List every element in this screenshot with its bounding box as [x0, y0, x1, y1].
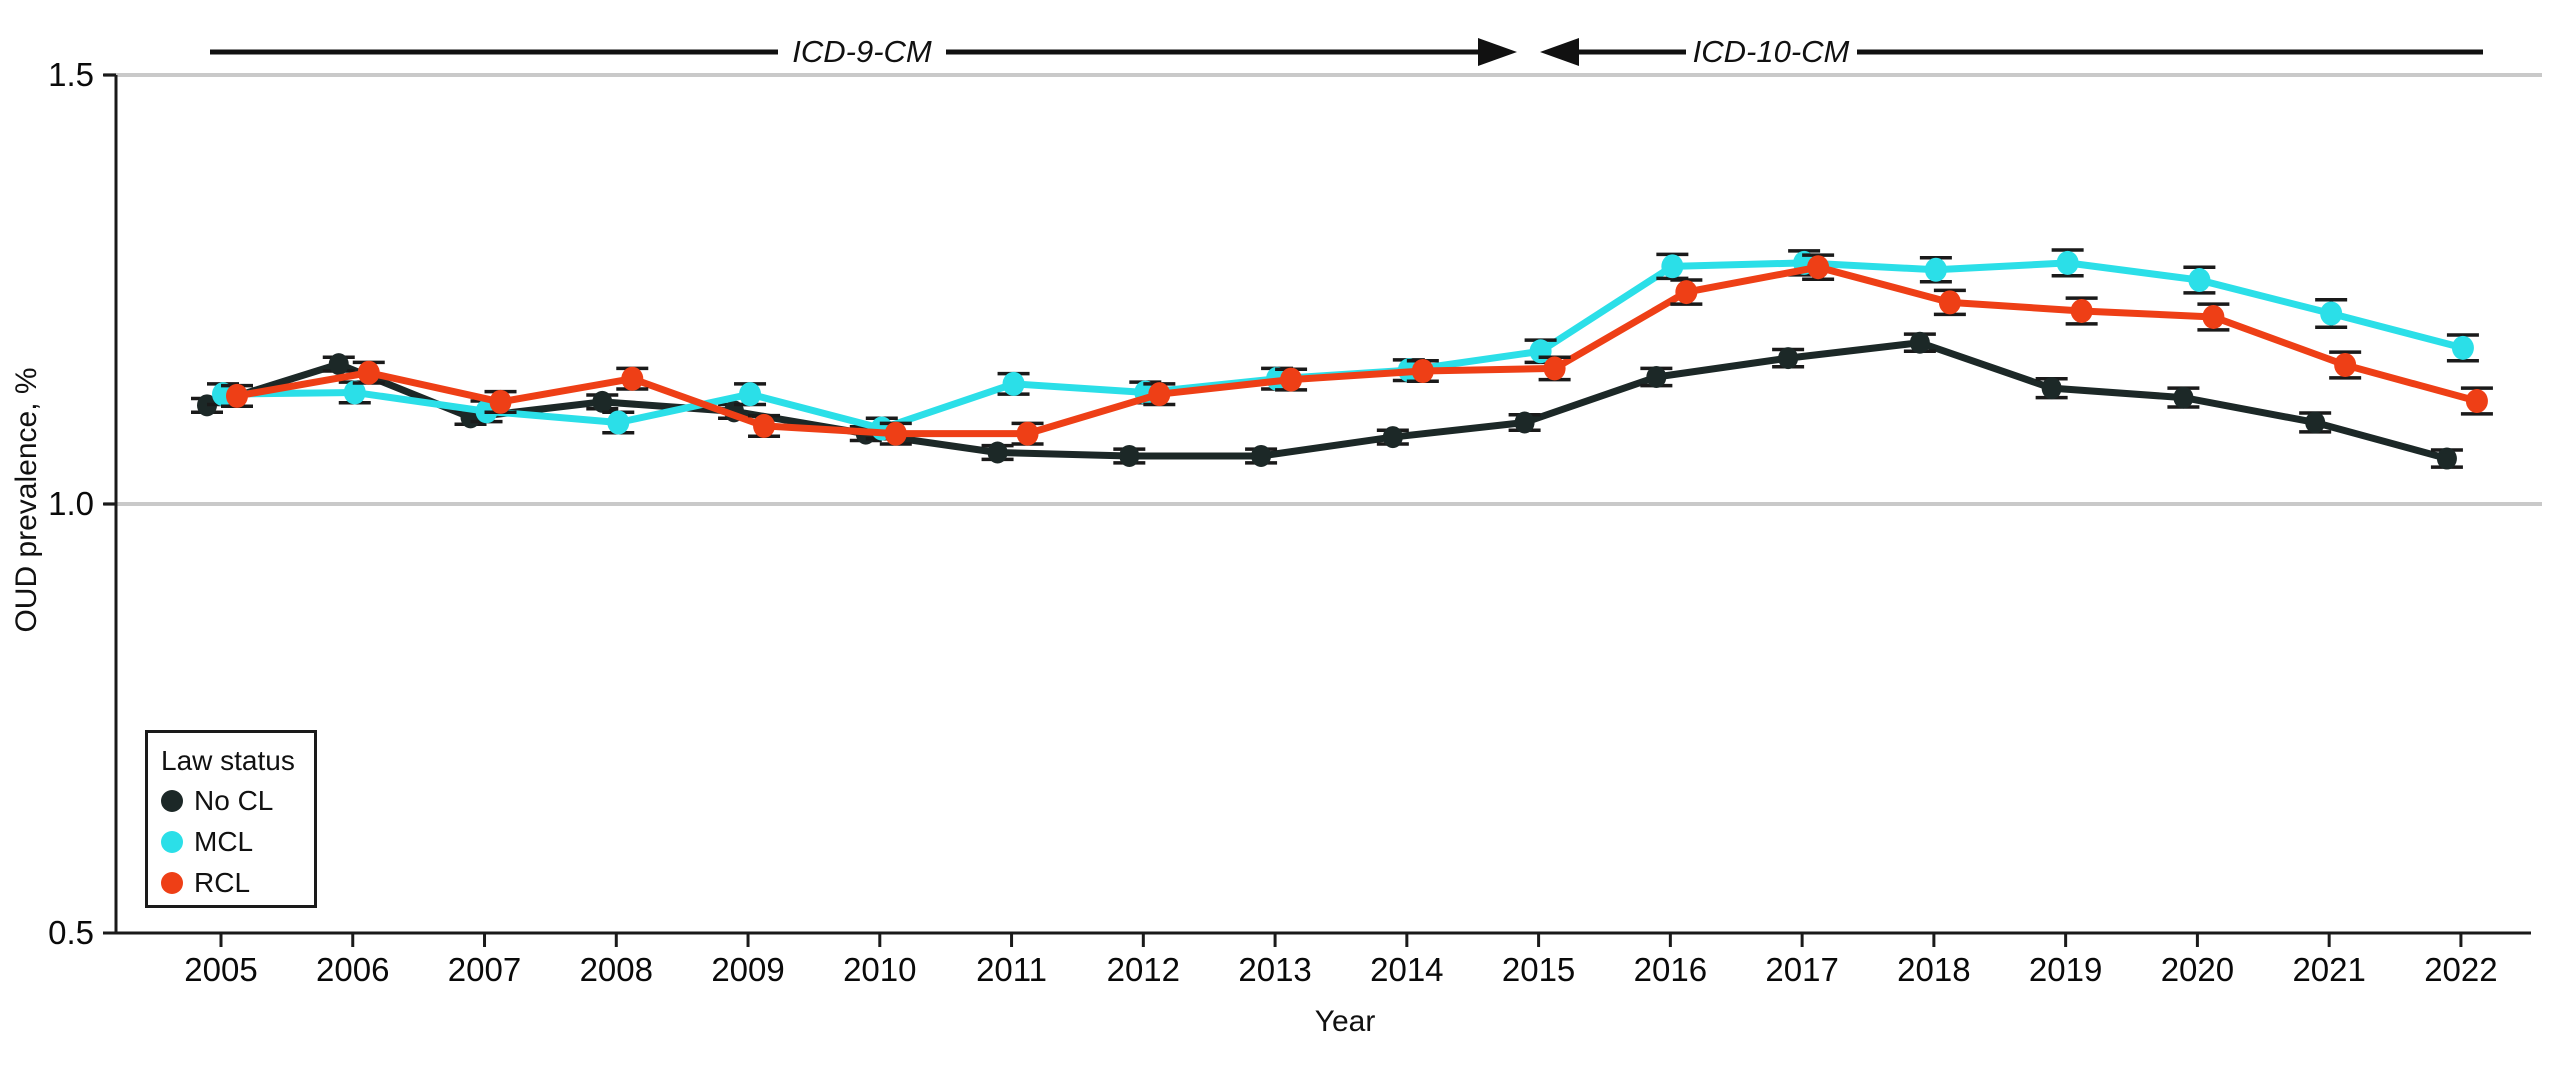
data-point-rcl-2012 [1148, 382, 1171, 407]
legend-marker-no-cl-icon [161, 790, 183, 812]
data-point-rcl-2010 [884, 421, 907, 446]
x-tick-label: 2006 [316, 951, 389, 988]
x-tick-label: 2007 [448, 951, 521, 988]
data-point-mcl-2008 [607, 410, 630, 435]
data-point-rcl-2022 [2465, 389, 2488, 414]
legend-item-mcl: MCL [161, 826, 314, 858]
x-tick-label: 2008 [580, 951, 653, 988]
data-point-rcl-2015 [1543, 356, 1566, 381]
data-point-no-cl-2019 [2041, 377, 2062, 400]
data-point-no-cl-2011 [987, 441, 1008, 464]
legend-label-no-cl: No CL [194, 785, 274, 816]
data-point-no-cl-2013 [1251, 444, 1272, 467]
data-point-no-cl-2017 [1778, 347, 1799, 370]
data-point-rcl-2008 [621, 366, 644, 391]
icd9-era-label: ICD-9-CM [792, 34, 932, 69]
x-tick-label: 2019 [2029, 951, 2102, 988]
y-tick-label: 1.5 [48, 56, 94, 93]
data-point-rcl-2021 [2334, 353, 2357, 378]
data-point-no-cl-2015 [1514, 411, 1535, 434]
x-tick-label: 2014 [1370, 951, 1443, 988]
y-tick-label: 0.5 [48, 914, 94, 951]
legend-label-rcl: RCL [194, 867, 251, 898]
data-point-rcl-2013 [1280, 367, 1303, 392]
data-point-no-cl-2022 [2436, 447, 2457, 470]
data-point-mcl-2006 [343, 380, 366, 405]
data-point-no-cl-2006 [328, 353, 349, 376]
y-axis-title: OUD prevalence, % [10, 367, 43, 633]
x-tick-label: 2021 [2292, 951, 2365, 988]
x-tick-label: 2009 [711, 951, 784, 988]
data-point-rcl-2006 [357, 360, 380, 385]
data-point-mcl-2022 [2451, 335, 2474, 360]
data-point-rcl-2018 [1938, 290, 1961, 315]
series-line-no-cl [203, 339, 2451, 463]
x-tick-label: 2018 [1897, 951, 1970, 988]
series-rcl [221, 253, 2493, 446]
data-point-mcl-2021 [2320, 301, 2343, 326]
data-point-no-cl-2012 [1119, 444, 1140, 467]
series-line-rcl [233, 263, 2481, 438]
x-tick-label: 2011 [976, 951, 1047, 988]
series-mcl [207, 248, 2479, 441]
data-point-rcl-2014 [1411, 359, 1434, 384]
data-point-rcl-2019 [2070, 298, 2093, 323]
data-point-mcl-2019 [2056, 250, 2079, 275]
legend: Law status No CL MCL RCL [145, 730, 317, 908]
data-point-no-cl-2016 [1646, 366, 1667, 389]
legend-marker-rcl-icon [161, 872, 183, 894]
x-tick-label: 2016 [1634, 951, 1707, 988]
data-point-no-cl-2018 [1909, 331, 1930, 354]
icd10-left-arrowhead-icon [1540, 38, 1579, 66]
data-point-rcl-2011 [1016, 421, 1039, 446]
data-point-no-cl-2014 [1382, 426, 1403, 449]
x-tick-label: 2013 [1238, 951, 1311, 988]
x-tick-label: 2005 [184, 951, 257, 988]
data-point-mcl-2009 [739, 382, 762, 407]
data-point-rcl-2005 [226, 383, 248, 408]
x-tick-label: 2010 [843, 951, 916, 988]
icd9-right-arrowhead-icon [1478, 38, 1517, 66]
legend-label-mcl: MCL [194, 826, 254, 857]
data-point-no-cl-2021 [2305, 411, 2326, 434]
x-tick-label: 2015 [1502, 951, 1575, 988]
data-point-mcl-2011 [1002, 371, 1025, 396]
data-point-mcl-2016 [1661, 254, 1684, 279]
series-no-cl [191, 331, 2463, 470]
x-tick-label: 2012 [1107, 951, 1180, 988]
y-tick-label: 1.0 [48, 485, 94, 522]
legend-title: Law status [161, 745, 295, 776]
icd10-era-label: ICD-10-CM [1692, 34, 1850, 69]
legend-marker-mcl-icon [161, 831, 183, 853]
legend-item-rcl: RCL [161, 867, 314, 899]
data-point-no-cl-2008 [592, 390, 613, 413]
x-tick-label: 2022 [2424, 951, 2497, 988]
data-point-rcl-2016 [1675, 280, 1698, 305]
data-point-rcl-2007 [489, 389, 512, 414]
x-axis-title: Year [1314, 1005, 1376, 1038]
data-point-mcl-2018 [1924, 257, 1947, 282]
x-tick-label: 2020 [2161, 951, 2234, 988]
data-point-rcl-2020 [2202, 304, 2225, 329]
data-point-rcl-2009 [753, 413, 776, 438]
data-point-mcl-2020 [2188, 268, 2211, 293]
data-point-no-cl-2020 [2173, 386, 2194, 409]
data-point-rcl-2017 [1807, 255, 1830, 280]
x-tick-label: 2017 [1765, 951, 1838, 988]
legend-item-no-cl: No CL [161, 785, 314, 817]
